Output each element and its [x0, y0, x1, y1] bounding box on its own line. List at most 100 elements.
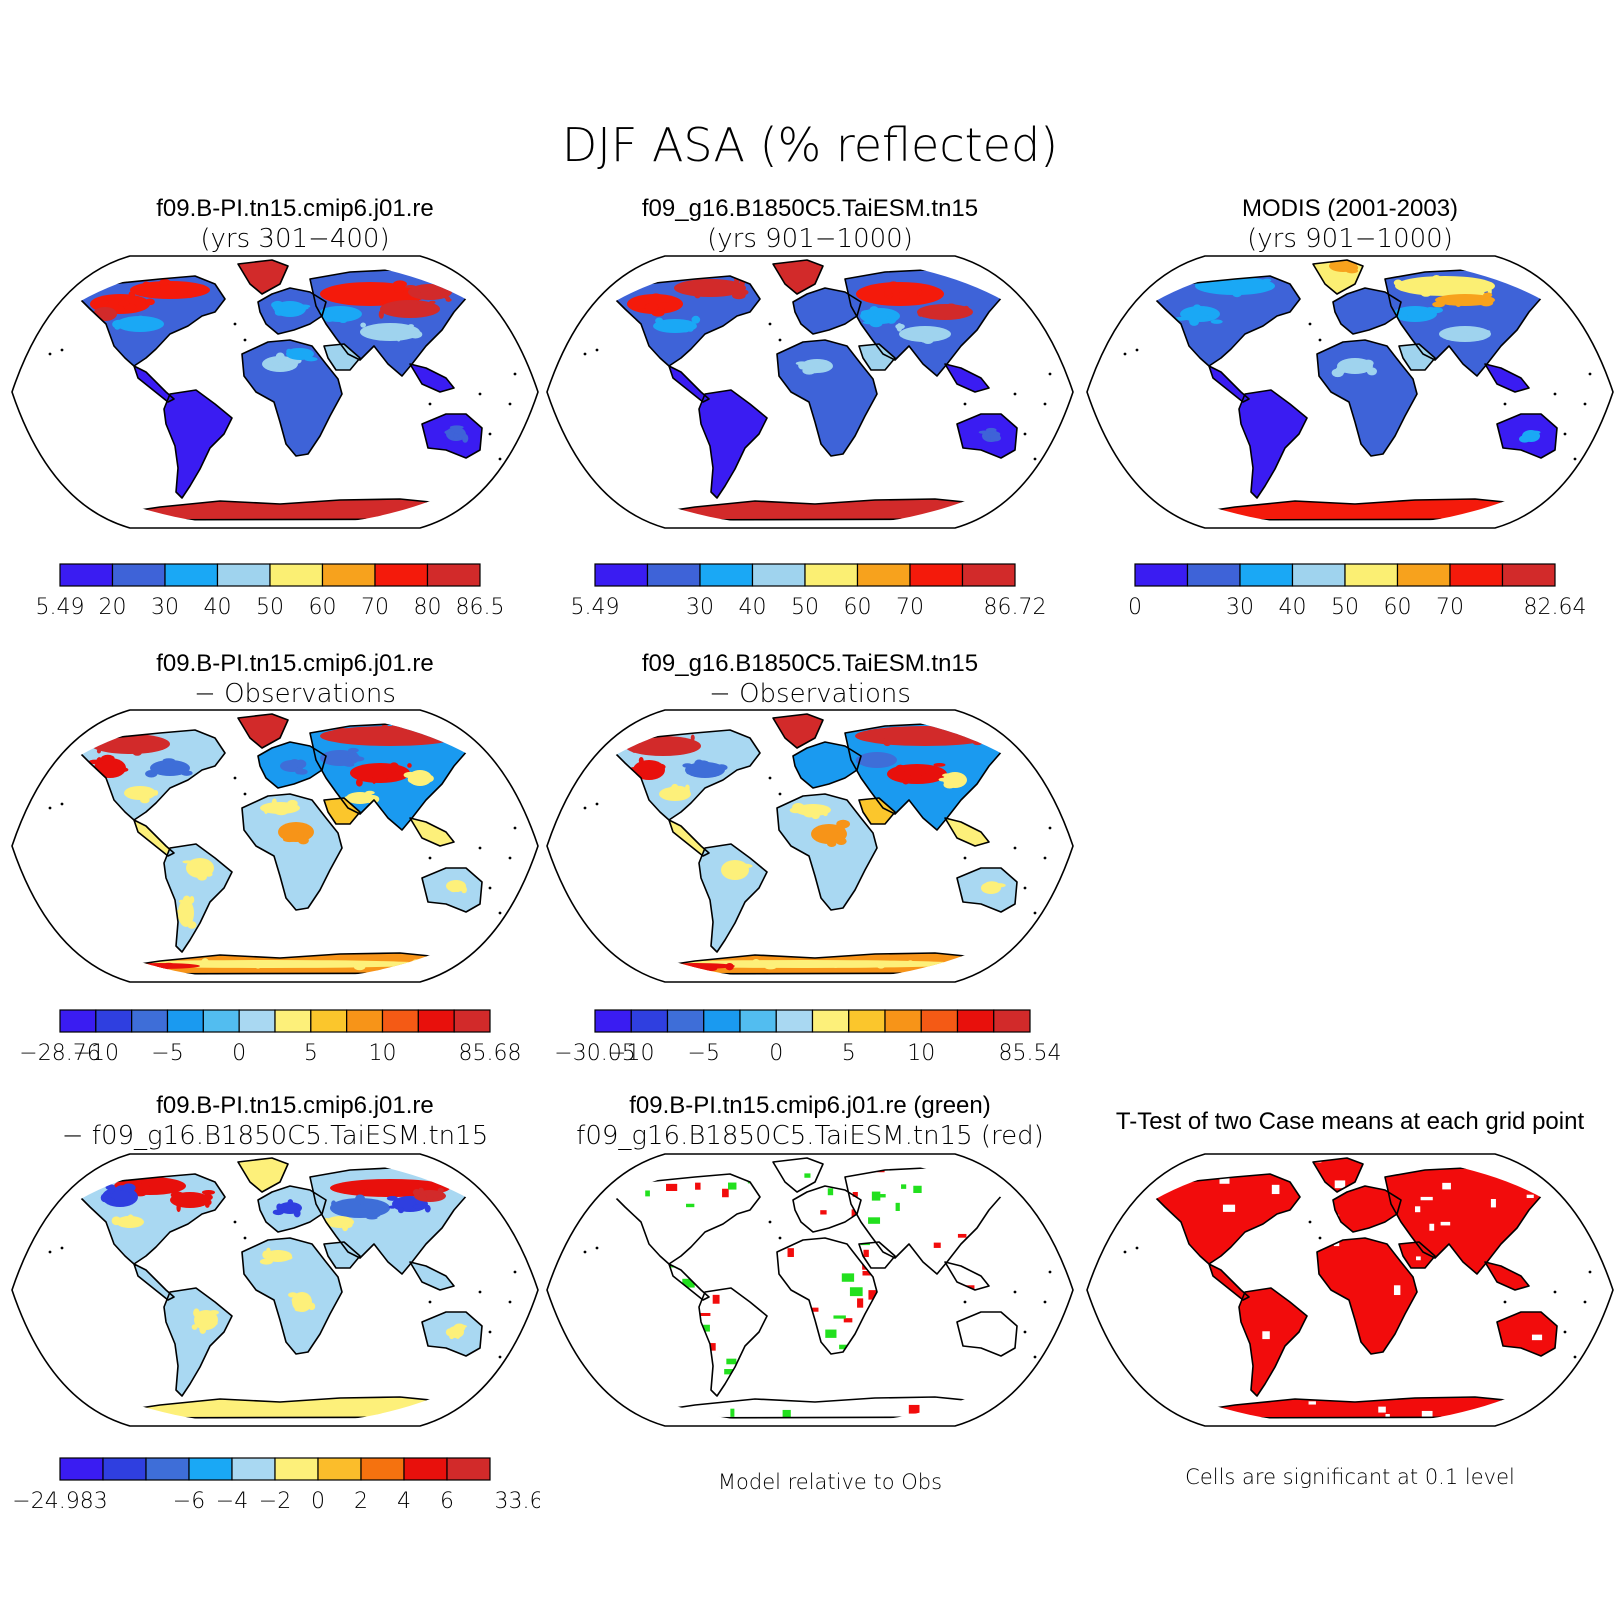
grid-cell [1583, 1386, 1593, 1394]
colorbar-swatch [317, 1457, 362, 1481]
land-region [773, 1158, 823, 1192]
grid-cell [550, 1241, 559, 1249]
coastline [792, 741, 862, 789]
contour-blob [725, 962, 734, 971]
colorbar-swatch [1291, 563, 1346, 587]
colorbar-label: 50 [256, 595, 284, 620]
contour-blob [344, 796, 355, 800]
grid-cell [1009, 1411, 1020, 1414]
grid-cell [576, 1393, 586, 1401]
contour-blob [453, 433, 459, 439]
grid-cell [979, 1154, 985, 1158]
grid-cell [1023, 1413, 1033, 1418]
coastline [668, 1263, 710, 1301]
grid-cell [1103, 1418, 1108, 1428]
contour-blob [638, 756, 644, 764]
land-region [1333, 288, 1401, 334]
grid-cell [1048, 1216, 1053, 1223]
contour-blob [899, 326, 951, 342]
land-region [777, 1238, 877, 1354]
island [1033, 938, 1037, 942]
grid-cell [549, 1349, 562, 1356]
grid-cell [1059, 1394, 1070, 1403]
grid-cell [570, 1412, 579, 1416]
grid-cell [722, 1188, 729, 1198]
grid-cell [994, 1157, 1004, 1164]
colorbar-swatch [1134, 563, 1189, 587]
island [1318, 338, 1322, 342]
colorbar-swatch [666, 1009, 705, 1033]
island [1573, 484, 1577, 488]
coastline [257, 1185, 327, 1233]
island [595, 802, 599, 806]
colorbar-swatch [811, 1009, 850, 1033]
grid-cell [1578, 1196, 1589, 1200]
coastline [133, 819, 175, 857]
contour-blob [96, 757, 103, 765]
coastline [776, 339, 878, 457]
colorbar-swatch [131, 1009, 169, 1033]
contour-blob [386, 1195, 398, 1201]
coastline [698, 1287, 768, 1397]
contour-blob [172, 762, 182, 768]
contour-blob [331, 1200, 337, 1208]
grid-cell [999, 1419, 1007, 1424]
colorbar-swatch [993, 1009, 1031, 1033]
grid-cell [1055, 1160, 1067, 1164]
grid-cell [843, 1318, 853, 1323]
grid-cell [1034, 1416, 1046, 1419]
contour-blob [288, 831, 300, 837]
coastline [1208, 365, 1250, 403]
land-region [669, 366, 709, 402]
colorbar-label: 60 [844, 595, 872, 620]
grid-cell [626, 1412, 631, 1421]
map-panel-diffcase [11, 1153, 539, 1427]
grid-cell [568, 1157, 574, 1164]
grid-cell [615, 1153, 625, 1160]
grid-cell [556, 1365, 563, 1374]
grid-cell [1130, 1188, 1137, 1195]
grid-cell [559, 1411, 563, 1415]
grid-cell [546, 1193, 554, 1201]
contour-blob [193, 1308, 200, 1318]
contour-blob [1262, 278, 1272, 282]
colorbar-swatch [594, 563, 649, 587]
contour-blob [454, 1324, 467, 1329]
grid-cell [551, 1410, 560, 1416]
grid-cell [1106, 1185, 1114, 1194]
contour-blob [114, 322, 121, 330]
grid-cell [1611, 1367, 1615, 1373]
grid-cell [1592, 1343, 1599, 1347]
grid-cell [603, 1159, 610, 1164]
contour-blob [410, 773, 421, 783]
contour-blob [1335, 365, 1346, 375]
grid-cell [577, 1420, 583, 1428]
grid-cell [1054, 1415, 1064, 1424]
contour-blob [906, 960, 914, 967]
grid-cell [1004, 1409, 1010, 1415]
grid-cell [554, 1178, 567, 1184]
grid-cell [1030, 1422, 1034, 1428]
grid-cell [567, 1160, 579, 1164]
grid-cell [1140, 1178, 1145, 1183]
grid-cell [554, 1202, 567, 1210]
contour-blob [449, 425, 464, 430]
grid-cell [1176, 1424, 1186, 1428]
grid-cell [558, 1347, 570, 1351]
island [1048, 1270, 1052, 1274]
colorbar: 5.49 30 40 50 60 70 86.72 [571, 563, 1046, 620]
grid-cell [804, 1173, 811, 1178]
contour-blob [1474, 332, 1487, 341]
contour-blob [404, 285, 417, 289]
contour-blob [426, 1194, 434, 1201]
grid-cell [1127, 1416, 1136, 1425]
grid-cell [562, 1395, 569, 1401]
contour-blob [682, 763, 693, 768]
grid-cell [548, 1250, 553, 1255]
land-region [1333, 1186, 1401, 1232]
grid-cell [1440, 1221, 1451, 1226]
grid-cell [1010, 1417, 1014, 1421]
colorbar-swatch [646, 563, 701, 587]
grid-cell [548, 1383, 557, 1388]
land-region [1209, 1264, 1249, 1300]
